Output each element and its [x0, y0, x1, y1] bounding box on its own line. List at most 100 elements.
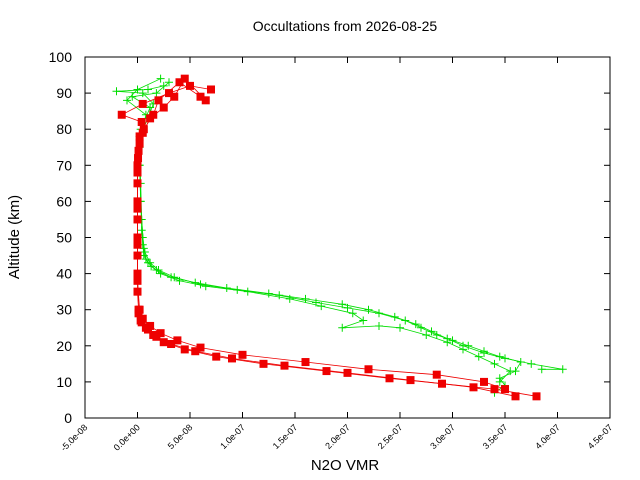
series-1-point — [146, 114, 155, 123]
data-marks — [112, 74, 567, 401]
series-0-point — [480, 347, 488, 356]
series-0-point — [417, 323, 425, 332]
y-tick-label: 20 — [56, 338, 72, 354]
series-1-point — [117, 110, 126, 119]
series-1-point — [259, 359, 268, 368]
series-1-point — [432, 370, 441, 379]
series-1-point — [159, 338, 168, 347]
y-tick-label: 50 — [56, 230, 72, 246]
x-tick-label: 4.5e-07 — [586, 422, 615, 451]
series-0-point — [396, 323, 404, 332]
series-1-point — [152, 332, 161, 341]
series-1-point — [133, 168, 142, 177]
series-0-point — [422, 330, 431, 339]
series-1-point — [134, 146, 143, 155]
y-tick-label: 70 — [56, 157, 72, 173]
series-1-point — [135, 305, 144, 314]
x-tick-label: 3.5e-07 — [481, 422, 510, 451]
series-0-point — [490, 359, 499, 368]
series-1-point — [196, 92, 205, 101]
x-tick-label: 1.0e-07 — [218, 422, 247, 451]
series-0-point — [558, 365, 567, 374]
series-0-point — [141, 255, 150, 264]
series-1-point — [133, 204, 142, 213]
series-0-point — [527, 359, 536, 368]
series-1-point — [191, 347, 200, 356]
y-tick-label: 30 — [56, 302, 72, 318]
series-1-point — [138, 128, 147, 137]
series-0-point — [243, 287, 252, 296]
series-0-point — [137, 226, 146, 235]
series-0-point — [201, 282, 210, 291]
series-1-point — [137, 117, 146, 126]
y-axis-label: Altitude (km) — [6, 195, 23, 279]
series-0-point — [432, 330, 441, 339]
series-0-point — [170, 273, 179, 282]
series-0-point — [359, 316, 368, 325]
series-1-point — [173, 336, 182, 345]
series-0-point — [516, 358, 525, 367]
series-1-point — [146, 321, 155, 330]
series-0-point — [301, 294, 310, 303]
x-axis-label: N2O VMR — [311, 457, 380, 474]
series-1-point — [301, 358, 310, 367]
series-1-point — [180, 74, 189, 83]
y-tick-label: 90 — [56, 85, 72, 101]
series-0-point — [459, 345, 467, 354]
series-1-point — [159, 103, 168, 112]
series-0-point — [285, 294, 294, 303]
series-1-point — [138, 314, 147, 323]
series-0-point — [159, 81, 168, 90]
axis-ticks: 0 10 20 30 40 50 60 70 80 90 100 -5.0e-08 0.0e+00 5.0… — [49, 49, 615, 453]
x-tick-label: 2.0e-07 — [323, 422, 352, 451]
chart-title: Occultations from 2026-08-25 — [253, 18, 438, 34]
series-0-point — [128, 92, 137, 101]
series-1-point — [207, 85, 215, 94]
series-1-point — [201, 96, 210, 105]
x-tick-label: 3.0e-07 — [428, 422, 457, 451]
series-1-point — [175, 78, 184, 87]
series-1-point — [170, 92, 179, 101]
series-1-point — [133, 287, 142, 296]
series-1-point — [165, 89, 173, 98]
series-1-point — [364, 365, 373, 374]
x-tick-label: -5.0e-08 — [59, 422, 90, 453]
series-1-point — [156, 329, 165, 338]
series-0-point — [156, 269, 165, 278]
series-1-point — [133, 240, 142, 249]
y-tick-label: 80 — [56, 121, 72, 137]
series-0-point — [348, 309, 357, 318]
series-0-point — [537, 365, 546, 374]
series-0-point — [448, 336, 457, 345]
series-1-point — [135, 139, 144, 148]
series-0-point — [338, 323, 347, 332]
y-tick-label: 40 — [56, 266, 72, 282]
series-1-point — [212, 352, 221, 361]
series-1-point — [138, 99, 147, 108]
series-1-point — [469, 383, 478, 392]
series-0-point — [364, 305, 373, 314]
series-0-point — [495, 377, 504, 386]
series-1-point — [196, 343, 205, 352]
y-tick-label: 10 — [56, 374, 72, 390]
y-tick-label: 100 — [49, 49, 73, 65]
series-1-point — [238, 350, 247, 359]
series-1-point — [180, 345, 189, 354]
series-0-point — [138, 89, 147, 98]
series-1-point — [133, 276, 142, 285]
series-0-point — [443, 338, 452, 347]
series-0-point — [146, 103, 155, 112]
series-1-point — [167, 339, 176, 348]
series-0-point — [401, 316, 410, 325]
series-1-point — [343, 368, 352, 377]
series-0-point — [152, 89, 161, 98]
x-tick-label: 1.5e-07 — [271, 422, 300, 451]
series-0-point — [133, 85, 142, 94]
series-0-point — [112, 87, 121, 96]
y-tick-label: 60 — [56, 193, 72, 209]
x-tick-label: 2.5e-07 — [376, 422, 405, 451]
series-1-point — [501, 385, 509, 394]
series-0-point — [123, 96, 131, 105]
